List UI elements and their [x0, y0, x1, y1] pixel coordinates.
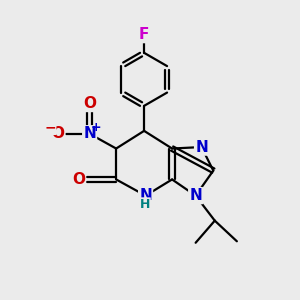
Text: O: O [51, 126, 64, 141]
Text: N: N [195, 140, 208, 154]
Text: N: N [139, 188, 152, 203]
Text: O: O [83, 96, 96, 111]
Text: N: N [83, 126, 96, 141]
Text: H: H [140, 198, 150, 211]
Text: F: F [139, 27, 149, 42]
Text: −: − [44, 120, 56, 134]
Text: N: N [189, 188, 202, 203]
Text: +: + [91, 121, 101, 134]
Text: O: O [72, 172, 85, 187]
